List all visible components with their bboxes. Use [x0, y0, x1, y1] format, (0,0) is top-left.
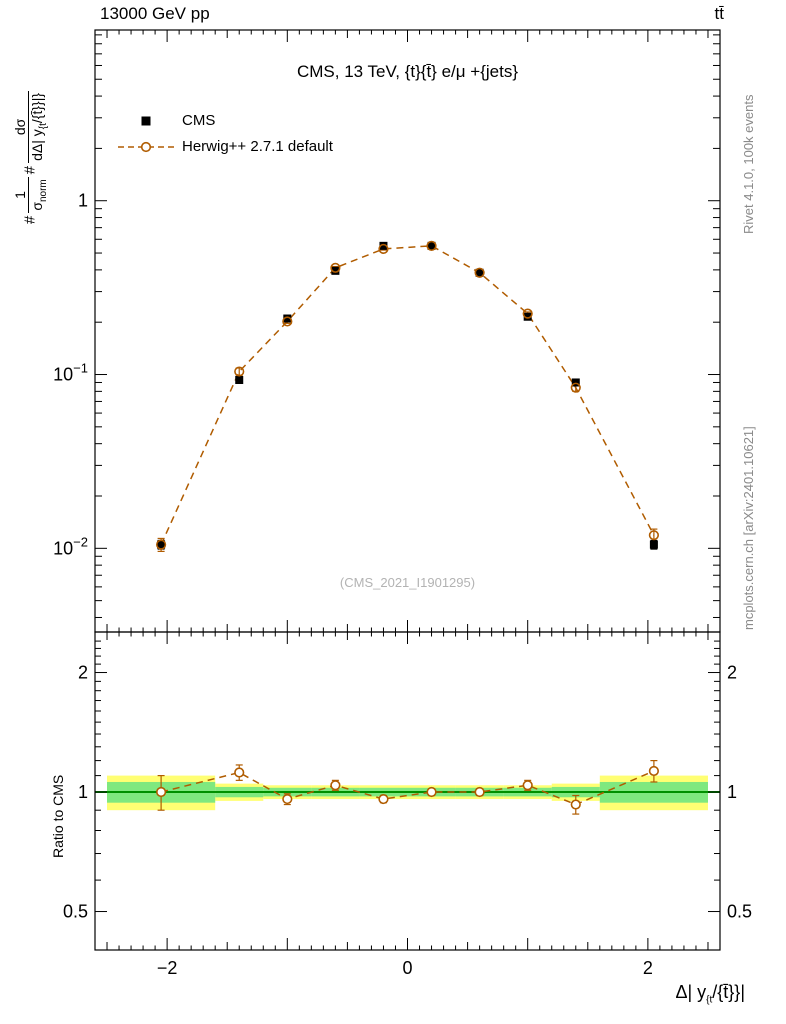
y-title-fraction-norm: 1 σnorm — [12, 177, 49, 213]
y-title-hash2: # — [21, 165, 39, 175]
mcplots-arxiv-credit: mcplots.cern.ch [arXiv:2401.10621] — [741, 426, 756, 630]
svg-text:0.5: 0.5 — [727, 902, 752, 922]
legend-label-herwig: Herwig++ 2.7.1 default — [182, 138, 333, 155]
svg-text:2: 2 — [78, 663, 88, 683]
process-label: tt̄ — [714, 4, 724, 23]
svg-text:0: 0 — [402, 958, 412, 978]
y-axis-title: #1 σnorm # dσ dΔ| y{t/{t̄}}|} — [12, 88, 49, 224]
svg-text:2: 2 — [727, 663, 737, 683]
rivet-version-credit: Rivet 4.1.0, 100k events — [741, 94, 756, 234]
legend-label-cms: CMS — [182, 112, 216, 129]
svg-text:1: 1 — [78, 191, 88, 211]
x-axis-title: Δ| y{t/{t̄}}| — [675, 982, 745, 1006]
ratio-axis-title: Ratio to CMS — [50, 774, 66, 858]
beam-energy-label: 13000 GeV pp — [100, 4, 210, 23]
svg-text:−2: −2 — [157, 958, 178, 978]
y-title-fraction-dsigma: dσ dΔ| y{t/{t̄}}|} — [12, 90, 49, 163]
svg-text:10−2: 10−2 — [53, 534, 88, 558]
plot-title: CMS, 13 TeV, {t}{t̄} e/μ +{jets} — [296, 62, 519, 81]
svg-text:10−1: 10−1 — [53, 361, 88, 385]
svg-text:2: 2 — [643, 958, 653, 978]
y-title-hash1: # — [21, 215, 39, 224]
svg-text:0.5: 0.5 — [63, 902, 88, 922]
svg-text:1: 1 — [727, 782, 737, 802]
analysis-id-watermark: (CMS_2021_I1901295) — [339, 575, 476, 590]
svg-text:1: 1 — [78, 782, 88, 802]
